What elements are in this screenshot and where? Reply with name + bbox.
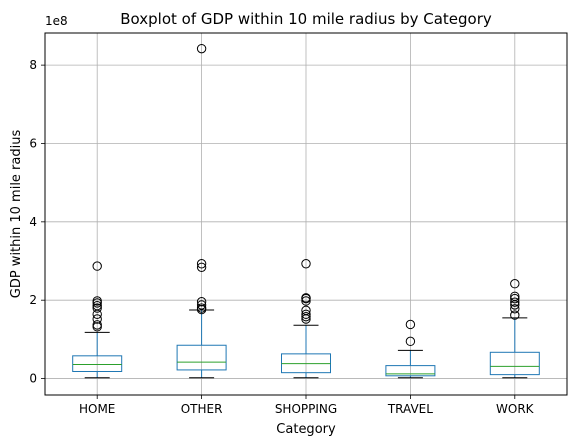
outlier-point bbox=[196, 303, 207, 313]
box-layer bbox=[72, 43, 540, 379]
box-group-shopping bbox=[281, 259, 331, 379]
iqr-box bbox=[176, 344, 227, 371]
x-tick-label: TRAVEL bbox=[387, 402, 433, 416]
box-group-work bbox=[489, 279, 540, 379]
outlier-point bbox=[510, 297, 520, 307]
outlier-point bbox=[92, 314, 102, 324]
iqr-box bbox=[385, 365, 436, 377]
x-axis-ticks: HOME OTHER SHOPPING TRAVEL WORK bbox=[79, 395, 535, 416]
x-tick-label: OTHER bbox=[181, 402, 223, 416]
outlier-point bbox=[301, 259, 311, 269]
outlier-point bbox=[92, 300, 102, 311]
outlier-point bbox=[510, 310, 520, 320]
outlier-point bbox=[92, 261, 102, 271]
outlier-point bbox=[196, 297, 207, 307]
outlier-point bbox=[301, 311, 311, 322]
iqr-box bbox=[489, 351, 540, 376]
outlier-point bbox=[405, 336, 416, 347]
box-group-other bbox=[176, 43, 227, 379]
chart-title: Boxplot of GDP within 10 mile radius by … bbox=[120, 10, 492, 28]
y-tick-label: 4 bbox=[29, 215, 37, 229]
x-axis-label: Category bbox=[276, 422, 336, 437]
x-tick-label: WORK bbox=[496, 402, 535, 416]
y-axis-label: GDP within 10 mile radius bbox=[9, 130, 24, 299]
outlier-point bbox=[301, 296, 311, 306]
outlier-point bbox=[196, 43, 207, 54]
y-axis-offset-label: 1e8 bbox=[45, 14, 68, 28]
y-axis-ticks: 0 2 4 6 8 bbox=[29, 58, 45, 386]
box-group-travel bbox=[385, 319, 436, 379]
outlier-point bbox=[510, 279, 520, 289]
outlier-point bbox=[301, 305, 311, 316]
box-group-home bbox=[72, 261, 123, 379]
outlier-point bbox=[92, 320, 102, 330]
outlier-point bbox=[92, 296, 102, 306]
y-tick-label: 6 bbox=[29, 136, 37, 150]
outlier-point bbox=[510, 291, 520, 301]
outlier-point bbox=[510, 304, 520, 314]
outlier-point bbox=[301, 309, 311, 319]
outlier-point bbox=[196, 259, 207, 269]
outlier-point bbox=[301, 293, 311, 303]
outlier-point bbox=[196, 262, 207, 272]
outlier-point bbox=[405, 319, 416, 330]
y-tick-label: 2 bbox=[29, 293, 37, 307]
iqr-box bbox=[72, 355, 123, 372]
outlier-point bbox=[92, 303, 102, 313]
x-tick-label: HOME bbox=[79, 402, 115, 416]
outlier-point bbox=[510, 293, 520, 304]
y-tick-label: 8 bbox=[29, 58, 37, 72]
outlier-point bbox=[196, 300, 207, 310]
x-tick-label: SHOPPING bbox=[275, 402, 337, 416]
y-tick-label: 0 bbox=[29, 372, 37, 386]
